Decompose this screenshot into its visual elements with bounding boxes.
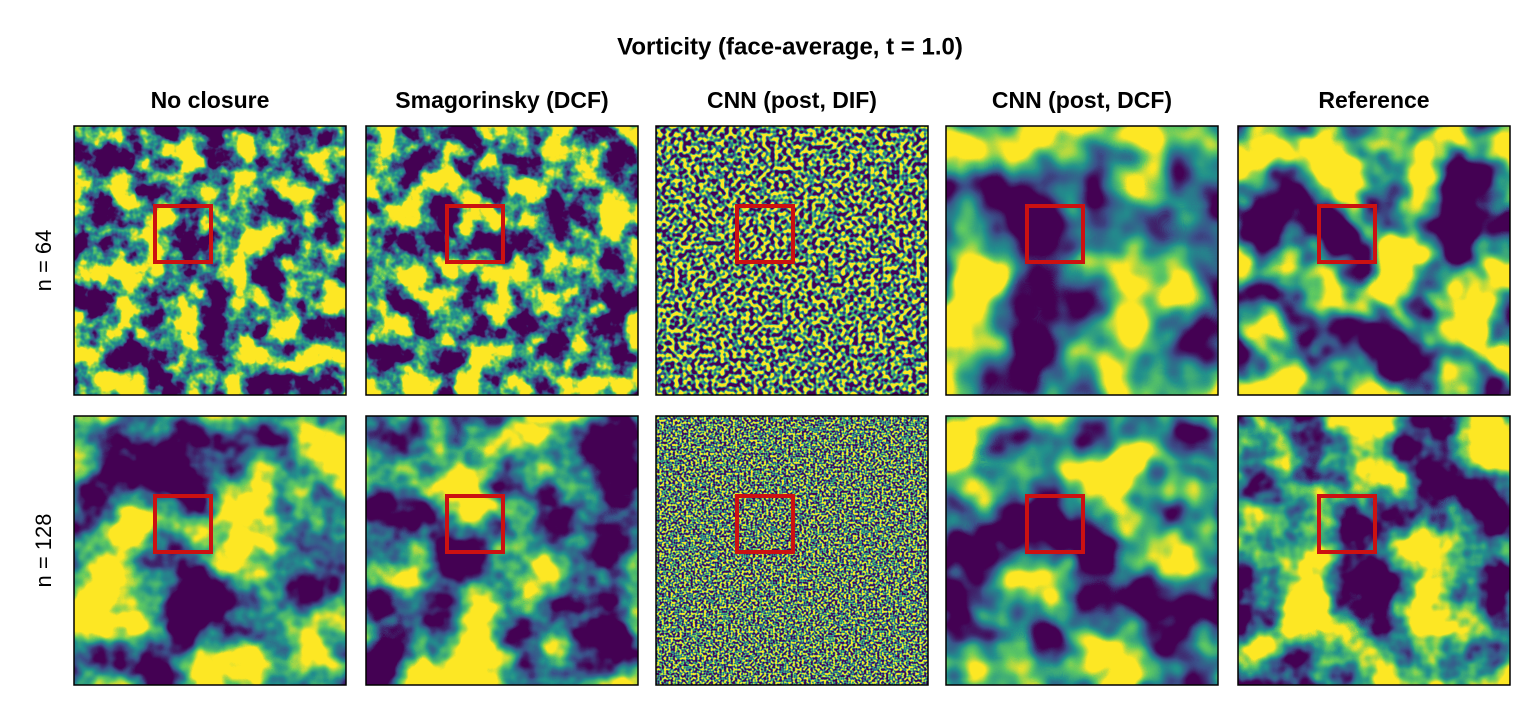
panel-frame xyxy=(945,125,1219,396)
panel-frame xyxy=(365,415,639,686)
zoom-box xyxy=(1317,494,1377,554)
panel-frame xyxy=(365,125,639,396)
panel-frame xyxy=(1237,125,1511,396)
column-title: Reference xyxy=(1318,87,1429,113)
panel-frame xyxy=(73,415,347,686)
column-title: Smagorinsky (DCF) xyxy=(395,87,608,113)
panel-frame xyxy=(945,415,1219,686)
zoom-box xyxy=(735,204,795,264)
panel-frame xyxy=(1237,415,1511,686)
row-label: n = 64 xyxy=(31,230,56,292)
zoom-box xyxy=(445,204,505,264)
column-title: CNN (post, DCF) xyxy=(992,87,1172,113)
row-label: n = 128 xyxy=(31,513,56,587)
zoom-box xyxy=(1025,494,1085,554)
figure-title: Vorticity (face-average, t = 1.0) xyxy=(617,33,963,60)
zoom-box xyxy=(1317,204,1377,264)
column-title: No closure xyxy=(151,87,270,113)
zoom-box xyxy=(153,494,213,554)
zoom-box xyxy=(445,494,505,554)
zoom-box xyxy=(735,494,795,554)
zoom-box xyxy=(153,204,213,264)
column-title: CNN (post, DIF) xyxy=(707,87,877,113)
zoom-box xyxy=(1025,204,1085,264)
panel-frame xyxy=(73,125,347,396)
panel-frame xyxy=(655,125,929,396)
panel-frame xyxy=(655,415,929,686)
